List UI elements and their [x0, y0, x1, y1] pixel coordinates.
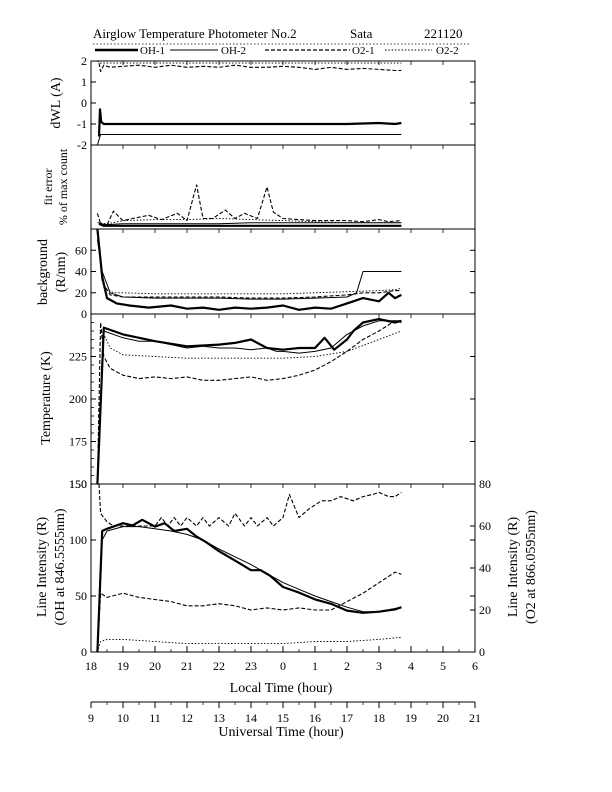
ytick-label-dwl: -2 [77, 138, 87, 152]
xtick-label-local: 0 [280, 659, 286, 673]
ytick-label-temperature: 200 [69, 392, 87, 406]
ytick-label-intensity: 0 [81, 645, 87, 659]
series-intensity-oh-2 [96, 526, 402, 653]
series-intensity-o2-1 [96, 571, 402, 653]
xtick-label-local: 18 [85, 659, 97, 673]
xtick-label-local: 5 [440, 659, 446, 673]
ytick-label-dwl: 2 [81, 54, 87, 68]
series-intensity_top_strip-o2-1 [98, 483, 402, 527]
ytick-label-intensity: 150 [69, 477, 87, 491]
xlabel-universal: Universal Time (hour) [218, 725, 344, 740]
xtick-label-universal: 13 [213, 711, 225, 725]
series-fit_error-o2-1 [96, 184, 402, 226]
ylabel-dwl: dWL (A) [49, 77, 64, 129]
ytick-label-background: 40 [75, 265, 87, 279]
ytick-label-intensity: 50 [75, 589, 87, 603]
ylabel-temperature: Temperature (K) [39, 351, 54, 445]
ylabel-fit-error-unit: % of max count [56, 148, 70, 225]
panel-frames [90, 60, 476, 708]
series-background-oh-1 [96, 228, 402, 311]
series-dwl-o2-1 [98, 62, 402, 73]
chart-title: Airglow Temperature Photometer No.2 [93, 26, 297, 41]
xtick-label-local: 20 [149, 659, 161, 673]
xtick-label-local: 6 [472, 659, 478, 673]
ylabel-fit-error: fit error [41, 169, 55, 206]
legend-label-o22: O2-2 [436, 45, 459, 57]
series-background-o2-1 [96, 228, 402, 299]
xtick-label-local: 1 [312, 659, 318, 673]
tick-labels: 210-1-2604020022520017515015010050080604… [69, 54, 491, 725]
date-code: 221120 [424, 26, 463, 41]
series-temperature-oh-1 [96, 318, 402, 485]
ytick-label-intensity_right: 40 [479, 561, 491, 575]
ylabel-background-unit: (R/nm) [54, 251, 69, 292]
panel-frame-fit-error [90, 144, 476, 230]
xtick-label-local: 22 [213, 659, 225, 673]
ytick-label-dwl: 0 [81, 96, 87, 110]
series-intensity-oh-1 [96, 518, 402, 653]
ytick-label-temperature: 175 [69, 435, 87, 449]
xtick-label-local: 21 [181, 659, 193, 673]
series-dwl-o2-2 [97, 60, 402, 64]
legend: OH-1 OH-2 O2-1 O2-2 [95, 45, 459, 57]
ytick-label-background: 20 [75, 286, 87, 300]
series-temperature-o2-2 [96, 330, 402, 485]
ylabel-intensity: Line Intensity (R) [35, 517, 50, 618]
xtick-label-universal: 12 [181, 711, 193, 725]
ylabel-intensity-right: Line Intensity (R) [506, 517, 521, 618]
series-dwl-oh-2 [96, 134, 402, 146]
xlabel-local: Local Time (hour) [230, 681, 333, 696]
series-intensity-o2-2 [96, 636, 402, 653]
legend-label-oh2: OH-2 [221, 45, 246, 57]
panel-frame-dwl [90, 60, 476, 146]
xtick-label-universal: 10 [117, 711, 129, 725]
xtick-label-universal: 15 [277, 711, 289, 725]
ylabel-intensity-right-unit: (O2 at 866.0595nm) [524, 510, 539, 624]
xtick-label-local: 2 [344, 659, 350, 673]
xtick-label-universal: 11 [149, 711, 161, 725]
series-temperature-oh-2 [96, 320, 402, 485]
series-background-oh-2 [96, 239, 402, 300]
legend-label-o21: O2-1 [352, 45, 375, 57]
ytick-label-intensity_right: 60 [479, 519, 491, 533]
series-fit_error-o2-2 [97, 218, 402, 225]
series-layer [96, 60, 402, 653]
xtick-label-universal: 14 [245, 711, 257, 725]
ytick-label-temperature: 150 [69, 477, 87, 491]
ytick-label-background: 60 [75, 243, 87, 257]
series-temperature-o2-1 [96, 320, 402, 485]
xtick-label-universal: 17 [341, 711, 353, 725]
xtick-label-local: 19 [117, 659, 129, 673]
xtick-label-universal: 21 [469, 711, 481, 725]
xtick-label-universal: 16 [309, 711, 321, 725]
xtick-label-universal: 9 [88, 711, 94, 725]
site-name: Sata [350, 26, 373, 41]
panel-frame-intensity [90, 483, 476, 653]
series-fit_error-oh-2 [98, 222, 402, 226]
xtick-label-universal: 20 [437, 711, 449, 725]
ylabel-background: background [36, 239, 51, 305]
ytick-label-dwl: 1 [81, 75, 87, 89]
ylabel-intensity-unit: (OH at 846.5555nm) [53, 508, 68, 625]
ytick-label-temperature: 225 [69, 350, 87, 364]
legend-label-oh1: OH-1 [140, 45, 165, 57]
xtick-label-local: 3 [376, 659, 382, 673]
ytick-label-intensity_right: 80 [479, 477, 491, 491]
ytick-label-dwl: -1 [77, 117, 87, 131]
series-background-o2-2 [96, 234, 402, 295]
xtick-label-universal: 18 [373, 711, 385, 725]
xtick-label-local: 4 [408, 659, 414, 673]
xtick-label-universal: 19 [405, 711, 417, 725]
series-fit_error-oh-1 [98, 222, 402, 227]
xtick-label-local: 23 [245, 659, 257, 673]
ytick-label-background: 0 [81, 307, 87, 321]
ytick-label-intensity: 100 [69, 533, 87, 547]
panel-frame-background [90, 228, 476, 315]
ytick-label-intensity_right: 20 [479, 603, 491, 617]
ytick-label-intensity_right: 0 [479, 645, 485, 659]
series-dwl-oh-1 [97, 108, 402, 137]
